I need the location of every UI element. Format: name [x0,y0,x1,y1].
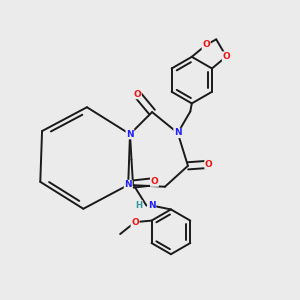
Text: N: N [174,128,182,137]
Text: O: O [151,177,158,186]
Text: O: O [205,160,213,169]
Text: O: O [222,52,230,61]
Text: N: N [124,180,132,189]
Text: O: O [133,90,141,99]
Text: H: H [135,201,142,210]
Text: N: N [148,201,156,210]
Text: N: N [126,130,134,139]
Text: O: O [202,40,210,50]
Text: O: O [131,218,139,226]
